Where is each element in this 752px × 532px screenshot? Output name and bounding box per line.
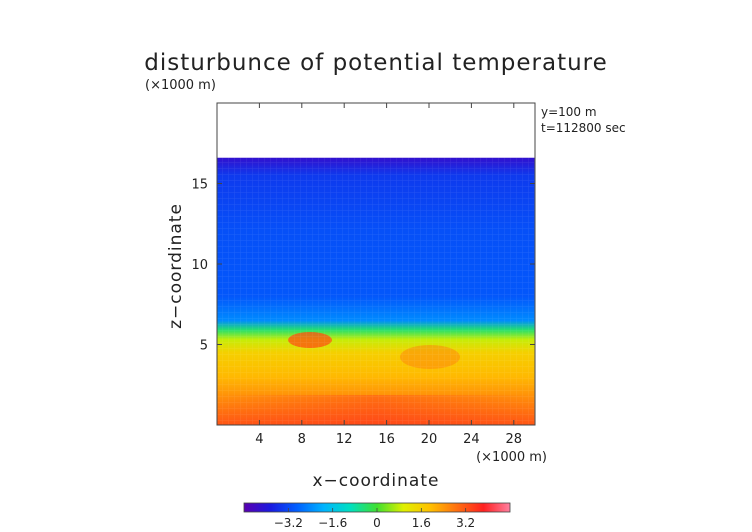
field-grid-texture — [217, 157, 535, 425]
colorbar-tick-label: 1.6 — [412, 516, 431, 530]
annotation-t: t=112800 sec — [541, 121, 626, 135]
colorbar-ticks: −3.2 −1.6 0 1.6 3.2 — [274, 508, 475, 530]
colorbar-tick-label: 3.2 — [456, 516, 475, 530]
y-unit-label: (×1000 m) — [145, 78, 216, 93]
x-tick-label: 12 — [336, 432, 353, 447]
colorbar-tick-label: 0 — [373, 516, 381, 530]
x-unit-label: (×1000 m) — [476, 450, 547, 465]
y-axis-ticks: 5 10 15 — [191, 178, 535, 354]
x-tick-label: 8 — [298, 432, 306, 447]
x-tick-label: 28 — [506, 432, 523, 447]
y-tick-label: 15 — [191, 178, 208, 193]
chart-title: disturbunce of potential temperature — [144, 50, 608, 76]
x-tick-label: 4 — [255, 432, 263, 447]
x-axis-label: x−coordinate — [313, 471, 440, 491]
y-tick-label: 5 — [200, 339, 208, 354]
x-tick-label: 16 — [378, 432, 395, 447]
x-axis-ticks: 4 8 12 16 20 24 28 — [255, 103, 522, 447]
x-tick-label: 24 — [463, 432, 480, 447]
colorbar-tick-label: −1.6 — [318, 516, 347, 530]
colorbar-tick-label: −3.2 — [274, 516, 303, 530]
x-tick-label: 20 — [421, 432, 438, 447]
plot-area — [217, 157, 535, 425]
y-axis-label: z−coordinate — [166, 203, 186, 329]
y-tick-label: 10 — [191, 258, 208, 273]
annotation-y: y=100 m — [541, 105, 597, 119]
